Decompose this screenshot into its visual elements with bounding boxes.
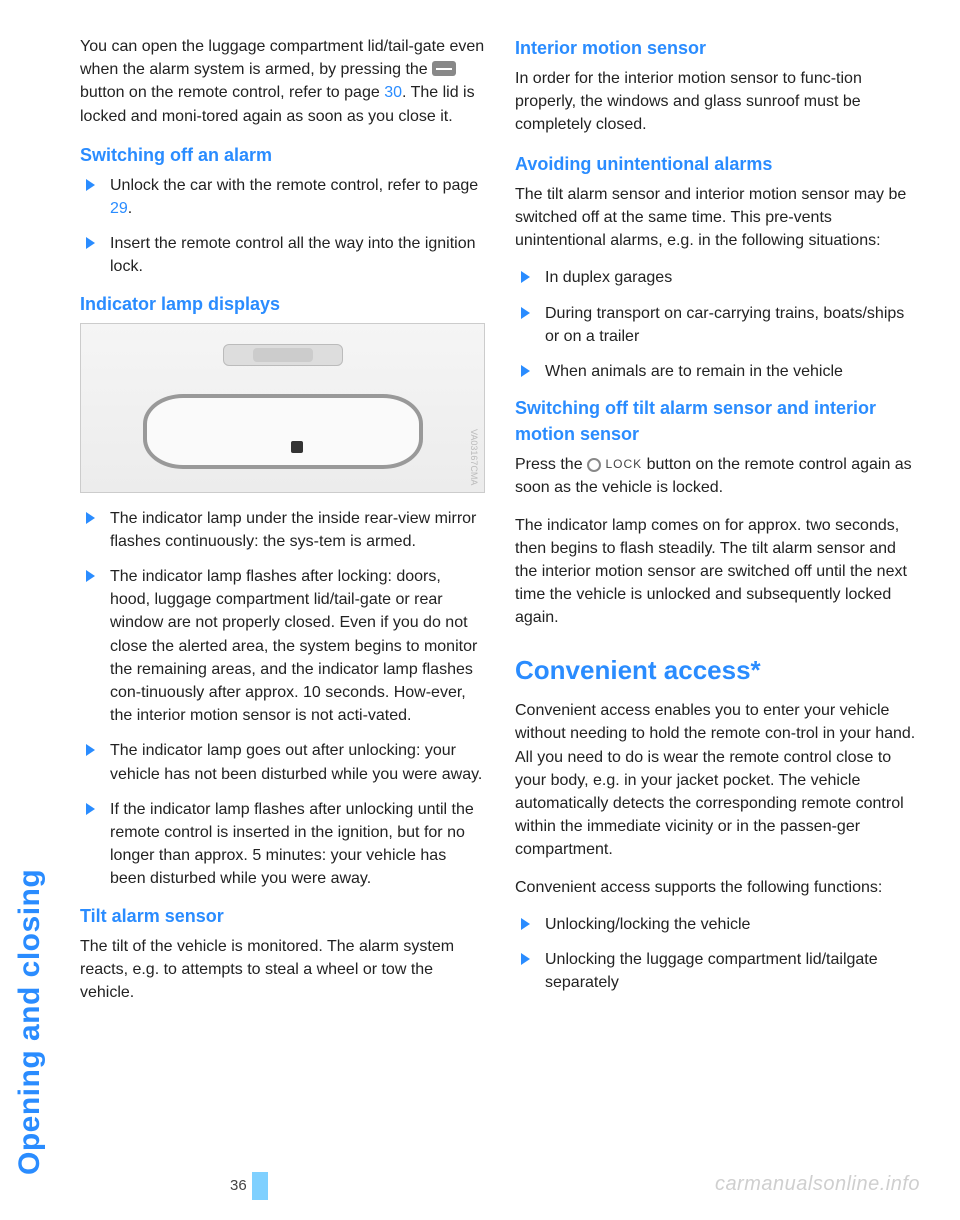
heading-avoiding-alarms: Avoiding unintentional alarms [515, 151, 920, 177]
list-switch-off: Unlock the car with the remote control, … [80, 174, 485, 279]
page-bar-icon [252, 1172, 268, 1200]
heading-indicator-lamp: Indicator lamp displays [80, 291, 485, 317]
text: The tilt of the vehicle is monitored. Th… [80, 935, 485, 1005]
page-number: 36 [230, 1177, 247, 1194]
page-footer: 36 carmanualsonline.info [0, 1160, 960, 1200]
heading-switching-off-alarm: Switching off an alarm [80, 142, 485, 168]
mirror-figure: VA03167CMA [80, 323, 485, 493]
text: . [128, 200, 132, 217]
figure-code: VA03167CMA [467, 429, 480, 485]
overhead-inner-icon [253, 348, 313, 362]
list-item: If the indicator lamp flashes after unlo… [80, 798, 485, 891]
heading-tilt-alarm: Tilt alarm sensor [80, 903, 485, 929]
text: Convenient access supports the following… [515, 876, 920, 899]
list-item: The indicator lamp flashes after locking… [80, 565, 485, 727]
text: Press the LOCK button on the remote cont… [515, 453, 920, 499]
list-item: During transport on car-carrying trains,… [515, 302, 920, 348]
list-item: Unlock the car with the remote control, … [80, 174, 485, 220]
rearview-mirror-icon [143, 394, 423, 469]
heading-switch-off-sensors: Switching off tilt alarm sensor and inte… [515, 395, 920, 447]
list-item: Insert the remote control all the way in… [80, 232, 485, 278]
text: In order for the interior motion sensor … [515, 67, 920, 137]
text: Press the [515, 456, 587, 473]
trunk-button-icon [432, 61, 456, 76]
page-content: You can open the luggage compartment lid… [80, 35, 920, 1150]
list-indicator-lamp: The indicator lamp under the inside rear… [80, 507, 485, 891]
text: Convenient access enables you to enter y… [515, 699, 920, 861]
text: The tilt alarm sensor and interior motio… [515, 183, 920, 253]
text: The indicator lamp comes on for approx. … [515, 514, 920, 630]
list-item: Unlocking/locking the vehicle [515, 913, 920, 936]
indicator-led-icon [291, 441, 303, 453]
text: button on the remote control, refer to p… [80, 84, 384, 101]
heading-interior-motion: Interior motion sensor [515, 35, 920, 61]
page-ref[interactable]: 30 [384, 84, 402, 101]
list-item: In duplex garages [515, 266, 920, 289]
list-situations: In duplex garages During transport on ca… [515, 266, 920, 383]
text: Unlock the car with the remote control, … [110, 177, 478, 194]
list-item: When animals are to remain in the vehicl… [515, 360, 920, 383]
list-item: The indicator lamp under the inside rear… [80, 507, 485, 553]
list-item: Unlocking the luggage compartment lid/ta… [515, 948, 920, 994]
intro-paragraph: You can open the luggage compartment lid… [80, 35, 485, 128]
lock-label: LOCK [605, 457, 642, 471]
page-ref[interactable]: 29 [110, 200, 128, 217]
lock-icon [587, 458, 601, 472]
list-item: The indicator lamp goes out after unlock… [80, 739, 485, 785]
list-convenient-functions: Unlocking/locking the vehicle Unlocking … [515, 913, 920, 995]
section-tab: Opening and closing [10, 35, 50, 1185]
watermark: carmanualsonline.info [715, 1173, 920, 1196]
text: You can open the luggage compartment lid… [80, 38, 484, 78]
heading-convenient-access: Convenient access* [515, 652, 920, 690]
